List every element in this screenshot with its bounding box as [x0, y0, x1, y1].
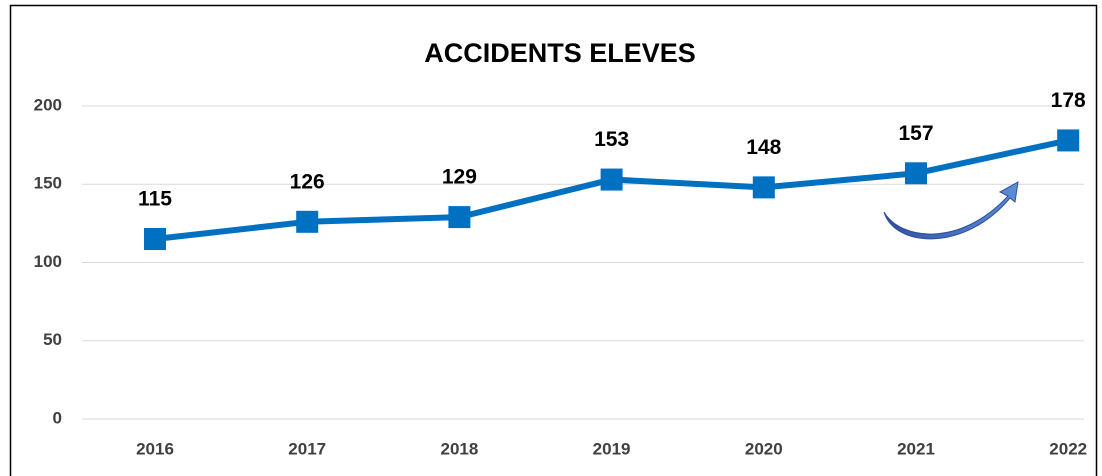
y-tick-label: 200: [34, 95, 62, 114]
point-marker: [144, 228, 166, 251]
data-label: 153: [594, 128, 629, 151]
data-label: 126: [290, 170, 325, 193]
data-label: 178: [1051, 89, 1086, 112]
x-tick-label: 2019: [593, 439, 631, 458]
x-tick-label: 2016: [136, 439, 174, 458]
x-tick-label: 2022: [1049, 439, 1087, 458]
marks: 115 126 129 153 148 157 178: [138, 89, 1086, 251]
x-tick-label: 2020: [745, 439, 783, 458]
x-tick-label: 2017: [288, 439, 326, 458]
data-label: 129: [442, 166, 477, 189]
point-marker: [1057, 129, 1080, 152]
point-marker: [600, 168, 623, 191]
point-marker: [905, 162, 927, 185]
point-marker: [752, 176, 775, 199]
data-label: 157: [898, 122, 933, 145]
point-marker: [448, 206, 471, 229]
x-tick-label: 2018: [440, 439, 478, 458]
point-marker: [296, 210, 319, 233]
trend-arrow: [883, 181, 1019, 240]
y-tick-label: 50: [43, 330, 62, 349]
data-label: 115: [138, 188, 172, 211]
chart-title: ACCIDENTS ELEVES: [424, 38, 696, 68]
chart-border: [9, 4, 1098, 476]
y-tick-label: 0: [53, 408, 62, 427]
data-label: 148: [746, 136, 781, 159]
y-tick-label: 100: [34, 252, 62, 271]
grid: 0 50 100 150 200 2016 2017 2018 2019 2020 2021 2022: [34, 95, 1087, 458]
x-tick-label: 2021: [897, 439, 935, 458]
y-tick-label: 150: [34, 174, 62, 193]
